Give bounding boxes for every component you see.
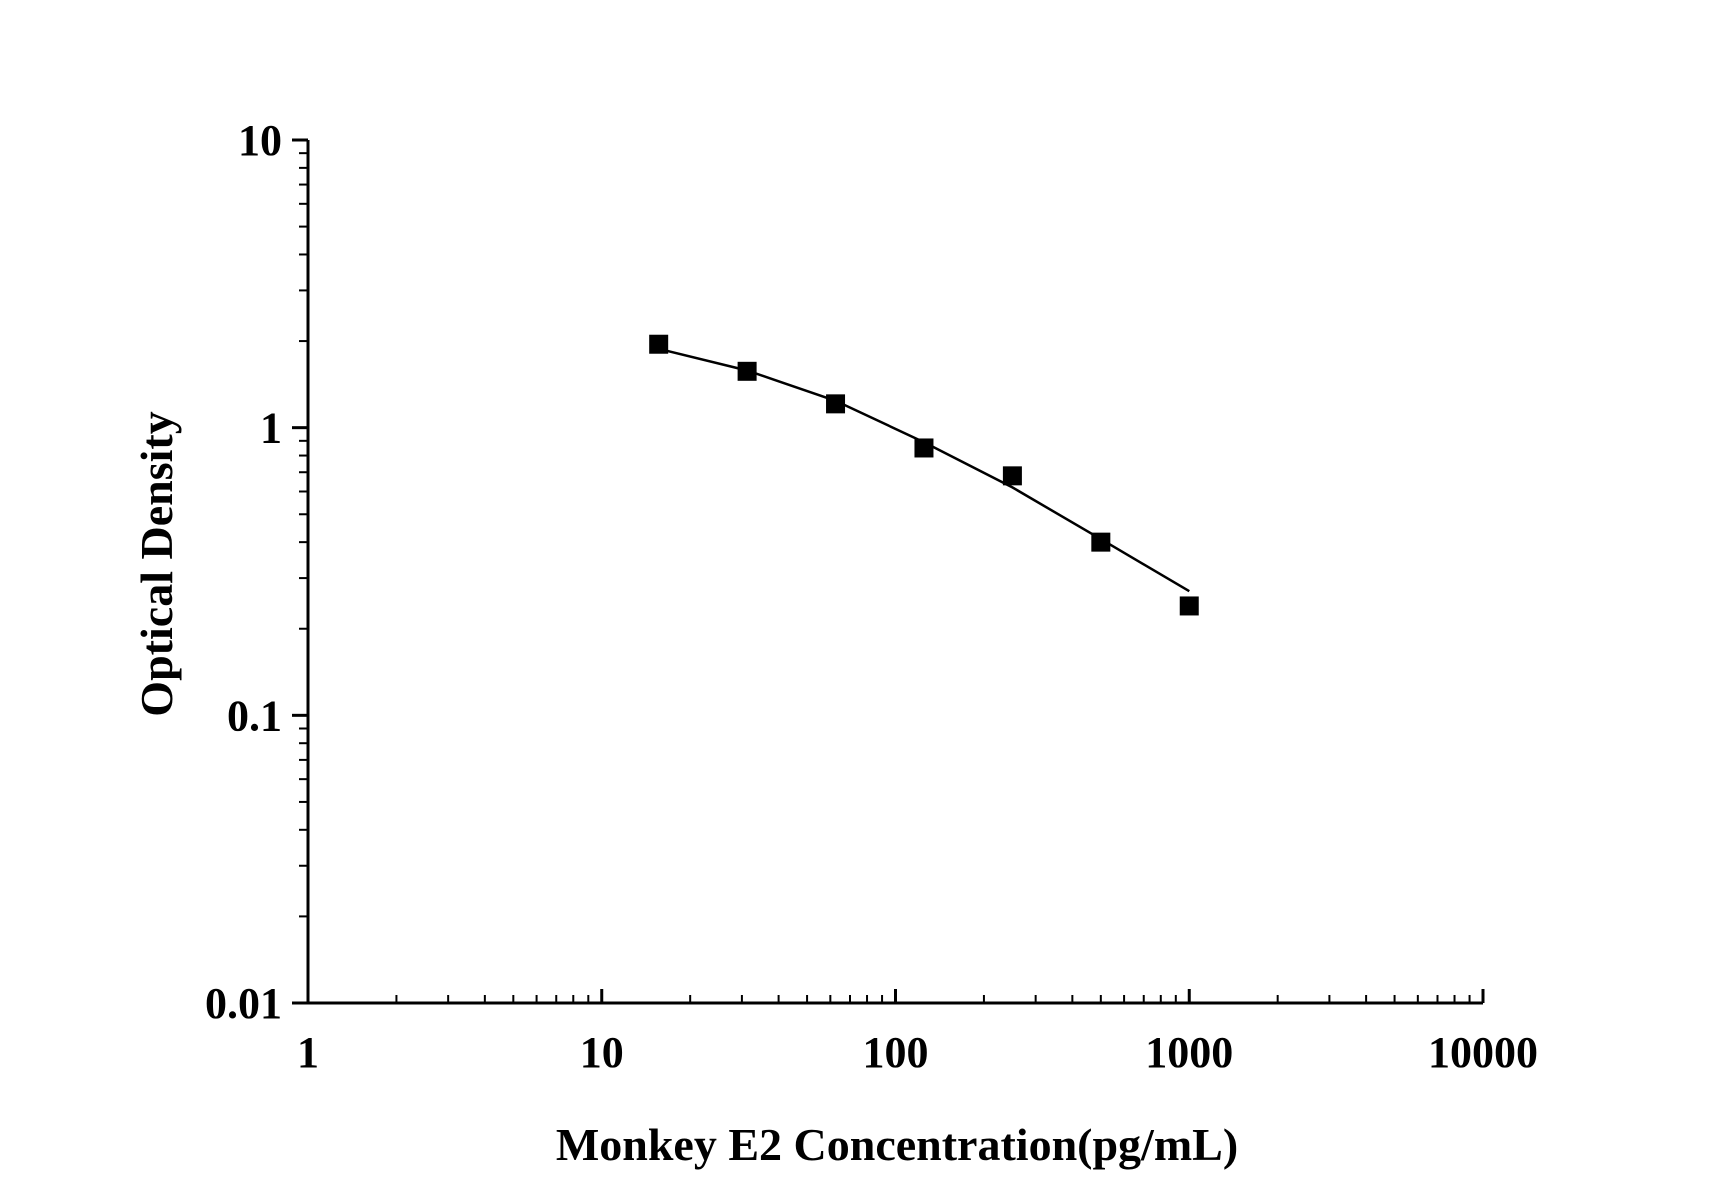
data-point	[826, 394, 846, 414]
data-points	[649, 334, 1199, 616]
x-axis-tick-labels: 1 10 100 1000 10000	[297, 1028, 1538, 1077]
data-point	[737, 361, 757, 381]
y-tick-label: 1	[260, 404, 282, 453]
x-tick-label: 100	[863, 1028, 929, 1077]
x-tick-label: 10000	[1428, 1028, 1538, 1077]
y-axis-tick-labels: 0.01 0.1 1 10	[205, 116, 282, 1028]
x-tick-label: 1	[297, 1028, 319, 1077]
data-point	[914, 438, 934, 458]
data-point	[1002, 466, 1022, 486]
y-axis-ticks	[292, 138, 308, 1005]
fit-curve-group	[658, 347, 1190, 593]
data-point	[649, 334, 669, 354]
y-tick-label: 0.01	[205, 979, 282, 1028]
data-point	[1179, 596, 1199, 616]
y-tick-label: 0.1	[227, 691, 282, 740]
x-tick-label: 10	[580, 1028, 624, 1077]
y-tick-label: 10	[238, 116, 282, 165]
x-tick-label: 1000	[1145, 1028, 1233, 1077]
y-axis-title: Optical Density	[131, 411, 182, 716]
axes	[306, 140, 1483, 1005]
x-axis-title: Monkey E2 Concentration(pg/mL)	[556, 1119, 1238, 1170]
fit-curve-line	[658, 347, 1190, 593]
data-point	[1091, 532, 1111, 552]
x-axis-ticks	[306, 989, 1485, 1003]
